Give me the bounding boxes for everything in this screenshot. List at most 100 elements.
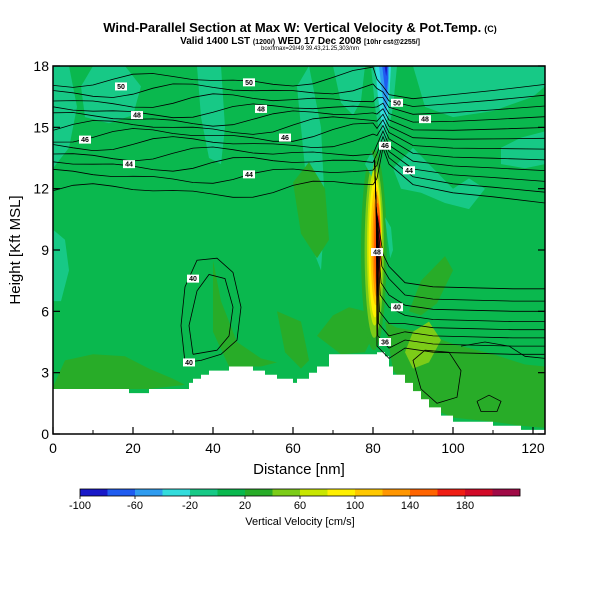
velocity-region-1 [81, 66, 141, 124]
x-tick-label-120: 120 [521, 440, 545, 456]
colorbar-swatch-60 [300, 489, 328, 496]
y-tick-label-9: 9 [41, 242, 49, 258]
isentrope-line-20 [374, 159, 545, 290]
colorbar-tick-label-60: 60 [294, 500, 306, 512]
x-tick-label-20: 20 [125, 440, 141, 456]
isentrope-label-6: 44 [125, 162, 133, 169]
colorbar-swatch-100 [355, 489, 383, 496]
y-tick-label-18: 18 [33, 58, 49, 74]
colorbar-tick-label--20: -20 [182, 500, 198, 512]
colorbar-swatch-0 [217, 489, 246, 496]
colorbar-swatch-80 [327, 489, 356, 496]
isentrope-label-2: 48 [133, 113, 141, 120]
isentrope-label-13: 40 [393, 305, 401, 312]
isentrope-label-bg-6 [123, 160, 135, 169]
isentrope-label-bg-15 [187, 274, 199, 283]
y-tick-label-3: 3 [41, 365, 49, 381]
isentrope-line-21 [374, 159, 545, 302]
isentrope-line-1 [53, 140, 545, 193]
colorbar-tick-label-20: 20 [239, 500, 251, 512]
isentrope-line-41 [188, 274, 234, 355]
isentrope-label-bg-16 [183, 358, 195, 367]
subtitle-valid: Valid 1400 LST [180, 36, 251, 47]
isentrope-label-8: 50 [393, 100, 401, 107]
velocity-region-4 [333, 66, 365, 116]
isentrope-line-6 [53, 113, 545, 140]
colorbar-tick-label-140: 140 [401, 500, 419, 512]
y-tick-label-12: 12 [33, 181, 49, 197]
isentrope-label-10: 46 [381, 143, 389, 150]
colorbar-swatch--60 [135, 489, 163, 496]
velocity-region-9 [53, 354, 185, 389]
x-tick-label-60: 60 [285, 440, 301, 456]
x-tick-label-40: 40 [205, 440, 221, 456]
velocity-region-7 [53, 229, 69, 302]
terrain [53, 352, 545, 434]
velocity-field [53, 66, 545, 434]
velocity-region-15 [409, 256, 453, 316]
isentrope-label-bg-4 [79, 135, 91, 144]
velocity-region-29 [382, 66, 389, 95]
isentrope-labels: 50 50 48 48 46 46 44 44 50 48 46 44 48 40 36 40 40 [79, 78, 431, 367]
isentrope-line-23 [374, 159, 545, 323]
colorbar-tick-label-100: 100 [346, 500, 364, 512]
isentrope-line-0 [53, 146, 545, 204]
velocity-region-31 [385, 217, 393, 259]
isentrope-line-44 [460, 341, 545, 359]
isentrope-line-8 [53, 102, 545, 123]
isentrope-label-7: 44 [245, 172, 253, 179]
colorbar-swatch--20 [190, 489, 218, 496]
isentrope-label-bg-3 [255, 104, 267, 113]
isentrope-line-9 [53, 93, 545, 115]
y-tick-label-0: 0 [41, 426, 49, 442]
colorbar-swatch--100 [80, 489, 108, 496]
colorbar-swatch-160 [437, 489, 466, 496]
velocity-region-2 [197, 66, 225, 165]
x-tick-label-0: 0 [49, 440, 57, 456]
colorbar-tick-label--100: -100 [69, 500, 91, 512]
colorbar-swatch-140 [410, 489, 438, 496]
colorbar-swatch-120 [382, 489, 411, 496]
isentrope-label-bg-12 [371, 248, 383, 257]
subtitle-run: (1200/) [252, 39, 276, 46]
isentrope-label-15: 40 [189, 276, 197, 283]
x-tick-label-80: 80 [365, 440, 381, 456]
colorbar-tick-label--60: -60 [127, 500, 143, 512]
velocity-region-12 [317, 307, 373, 355]
isentrope-label-bg-13 [391, 303, 403, 312]
colorbar: -100 -60 -20 20 60 100 140 180 [69, 488, 521, 512]
colorbar-swatch-180 [465, 489, 493, 496]
isentrope-label-3: 48 [257, 106, 265, 113]
y-tick-label-15: 15 [33, 119, 49, 135]
isentrope-label-bg-8 [391, 98, 403, 107]
isentrope-label-bg-0 [115, 82, 127, 91]
colorbar-swatch--80 [107, 489, 136, 496]
title-mark: (C) [484, 24, 497, 34]
subtitle-extra: [10hr cst@2255/] [364, 39, 420, 46]
velocity-region-11 [277, 311, 309, 369]
colorbar-label: Vertical Velocity [cm/s] [245, 516, 355, 528]
isentrope-line-11 [53, 66, 545, 100]
isentrope-line-40 [180, 257, 242, 363]
isentrope-label-0: 50 [117, 84, 125, 91]
colorbar-swatch-200 [492, 489, 521, 496]
colorbar-swatch--40 [162, 489, 191, 496]
isentrope-line-7 [53, 108, 545, 131]
isentrope-label-16: 40 [185, 360, 193, 367]
velocity-region-13 [293, 162, 329, 259]
subtitle-date: WED 17 Dec 2008 [277, 36, 362, 47]
isentrope-label-12: 48 [373, 250, 381, 257]
isentrope-label-5: 46 [281, 135, 289, 142]
chart-subtitle: Valid 1400 LST (1200/) WED 17 Dec 2008 [… [40, 36, 560, 47]
isentrope-label-bg-9 [419, 115, 431, 124]
isentrope-label-1: 50 [245, 80, 253, 87]
isentrope-label-bg-2 [131, 111, 143, 120]
velocity-region-10 [213, 260, 277, 367]
x-axis-label: Distance [nm] [253, 461, 345, 478]
isentrope-line-4 [53, 124, 545, 161]
chart-subline: box/fmax=29/49 39.43,21.25,303/nm [261, 46, 359, 52]
isentrope-label-bg-11 [403, 166, 415, 175]
colorbar-swatch-20 [245, 489, 273, 496]
isentrope-label-bg-14 [379, 338, 391, 346]
